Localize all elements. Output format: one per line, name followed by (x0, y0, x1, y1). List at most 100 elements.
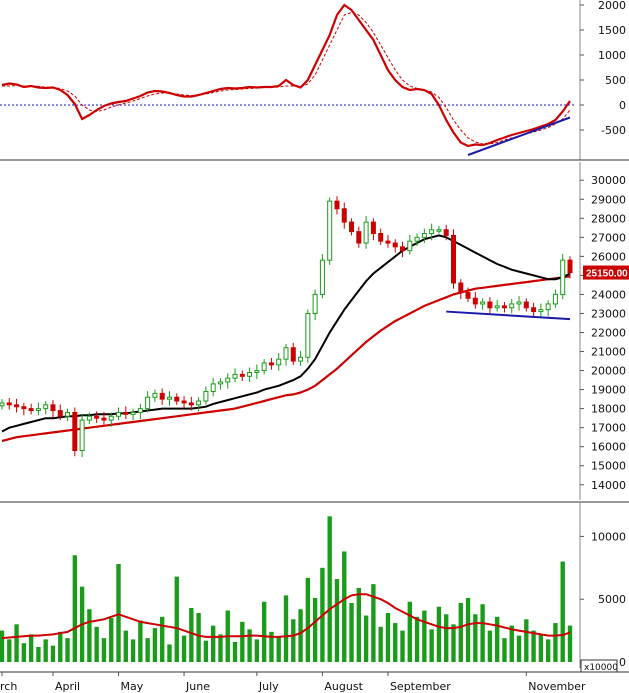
volume-bar (36, 646, 41, 662)
candle-body (108, 415, 114, 421)
price-tick-label: 29000 (591, 193, 626, 206)
candle-body (458, 282, 464, 294)
candle-body (232, 373, 238, 379)
candle-body (217, 381, 223, 385)
candle-body (50, 404, 56, 412)
volume-bar (123, 630, 128, 662)
candle-body (225, 377, 231, 383)
candle-body (43, 404, 49, 410)
volume-tick-label: 5000 (598, 593, 626, 606)
volume-bar (116, 564, 121, 662)
candle-body (531, 307, 537, 313)
candle-body (181, 400, 187, 404)
candle-body (57, 410, 63, 417)
month-label: June (185, 680, 210, 693)
candle-body (268, 362, 274, 366)
price-trendline (446, 310, 571, 321)
volume-bar (43, 639, 48, 662)
candle-body (341, 208, 347, 223)
volume-bar (473, 614, 478, 662)
volume-bar (254, 639, 260, 662)
candle-body (545, 303, 551, 311)
volume-bar (465, 597, 471, 662)
volume-bar (72, 555, 78, 662)
candle-body (516, 301, 522, 305)
price-tick-label: 23000 (591, 307, 626, 320)
volume-bar (407, 601, 412, 662)
candle-body (319, 259, 325, 295)
candle-body (487, 301, 493, 309)
candle-body (421, 233, 427, 238)
candle-body (538, 309, 544, 313)
volume-bar (94, 626, 99, 662)
volume-bar (145, 638, 150, 662)
volume-bar (203, 640, 209, 662)
candle-body (152, 392, 158, 398)
candle-body (79, 419, 85, 452)
volume-bar (232, 641, 238, 662)
candle-body (290, 347, 296, 362)
volume-bar (312, 597, 318, 662)
candle-body (116, 411, 122, 417)
macd-panel: -500 0 500 1000 1500 2000 (0, 0, 626, 160)
volume-bar (138, 620, 143, 662)
price-tick-label: 21000 (591, 346, 626, 359)
candle-body (123, 411, 129, 415)
candle-body (137, 408, 143, 413)
macd-tick-label: 1500 (598, 24, 626, 37)
volume-bar (87, 609, 92, 662)
candle-body (145, 396, 151, 410)
volume-bar (152, 628, 158, 662)
volume-bar (298, 609, 303, 662)
candle-body (28, 408, 34, 412)
candle-body (6, 402, 12, 406)
volume-bar (167, 644, 172, 662)
month-label: May (121, 680, 144, 693)
volume-bar (210, 625, 216, 662)
volume-bar (14, 624, 19, 662)
candle-body (567, 259, 573, 274)
volume-bar (567, 625, 573, 662)
volume-bar (502, 638, 507, 662)
candle-body (72, 411, 78, 452)
volume-panel: 0 5000 10000 x10000 (0, 503, 626, 673)
candle-body (174, 396, 180, 402)
macd-tick-label: 2000 (598, 0, 626, 12)
volume-bar (269, 631, 274, 662)
candle-body (130, 411, 136, 415)
volume-bar (538, 634, 544, 662)
candle-body (327, 200, 333, 261)
volume-bar (218, 634, 223, 662)
price-tick-label: 26000 (591, 250, 626, 263)
volume-bar (58, 631, 63, 662)
volume-bar (174, 576, 179, 662)
candle-body (14, 404, 20, 408)
month-label: September (390, 680, 451, 693)
candle-body (210, 383, 216, 393)
candle-body (0, 402, 5, 407)
macd-trendline (467, 116, 571, 156)
candle-body (166, 396, 172, 400)
volume-bar (334, 579, 340, 662)
volume-bar (240, 621, 245, 662)
volume-bar (276, 636, 281, 662)
volume-bar (65, 638, 70, 662)
panel-dividers (0, 159, 629, 673)
volume-bar (28, 634, 34, 662)
volume-bar (7, 639, 12, 662)
candle-body (86, 415, 92, 421)
candle-body (370, 221, 376, 235)
volume-bar (349, 602, 354, 662)
ma-long-line (1, 275, 571, 443)
volume-unit-label: x10000 (584, 663, 618, 673)
volume-bar (130, 639, 136, 662)
price-tick-label: 22000 (591, 327, 626, 340)
candle-body (436, 229, 442, 232)
candle-body (203, 391, 209, 402)
candle-body (101, 417, 107, 421)
candle-body (283, 347, 289, 360)
volume-bar (393, 623, 398, 662)
volume-bar (261, 601, 267, 662)
volume-bar (480, 604, 485, 662)
